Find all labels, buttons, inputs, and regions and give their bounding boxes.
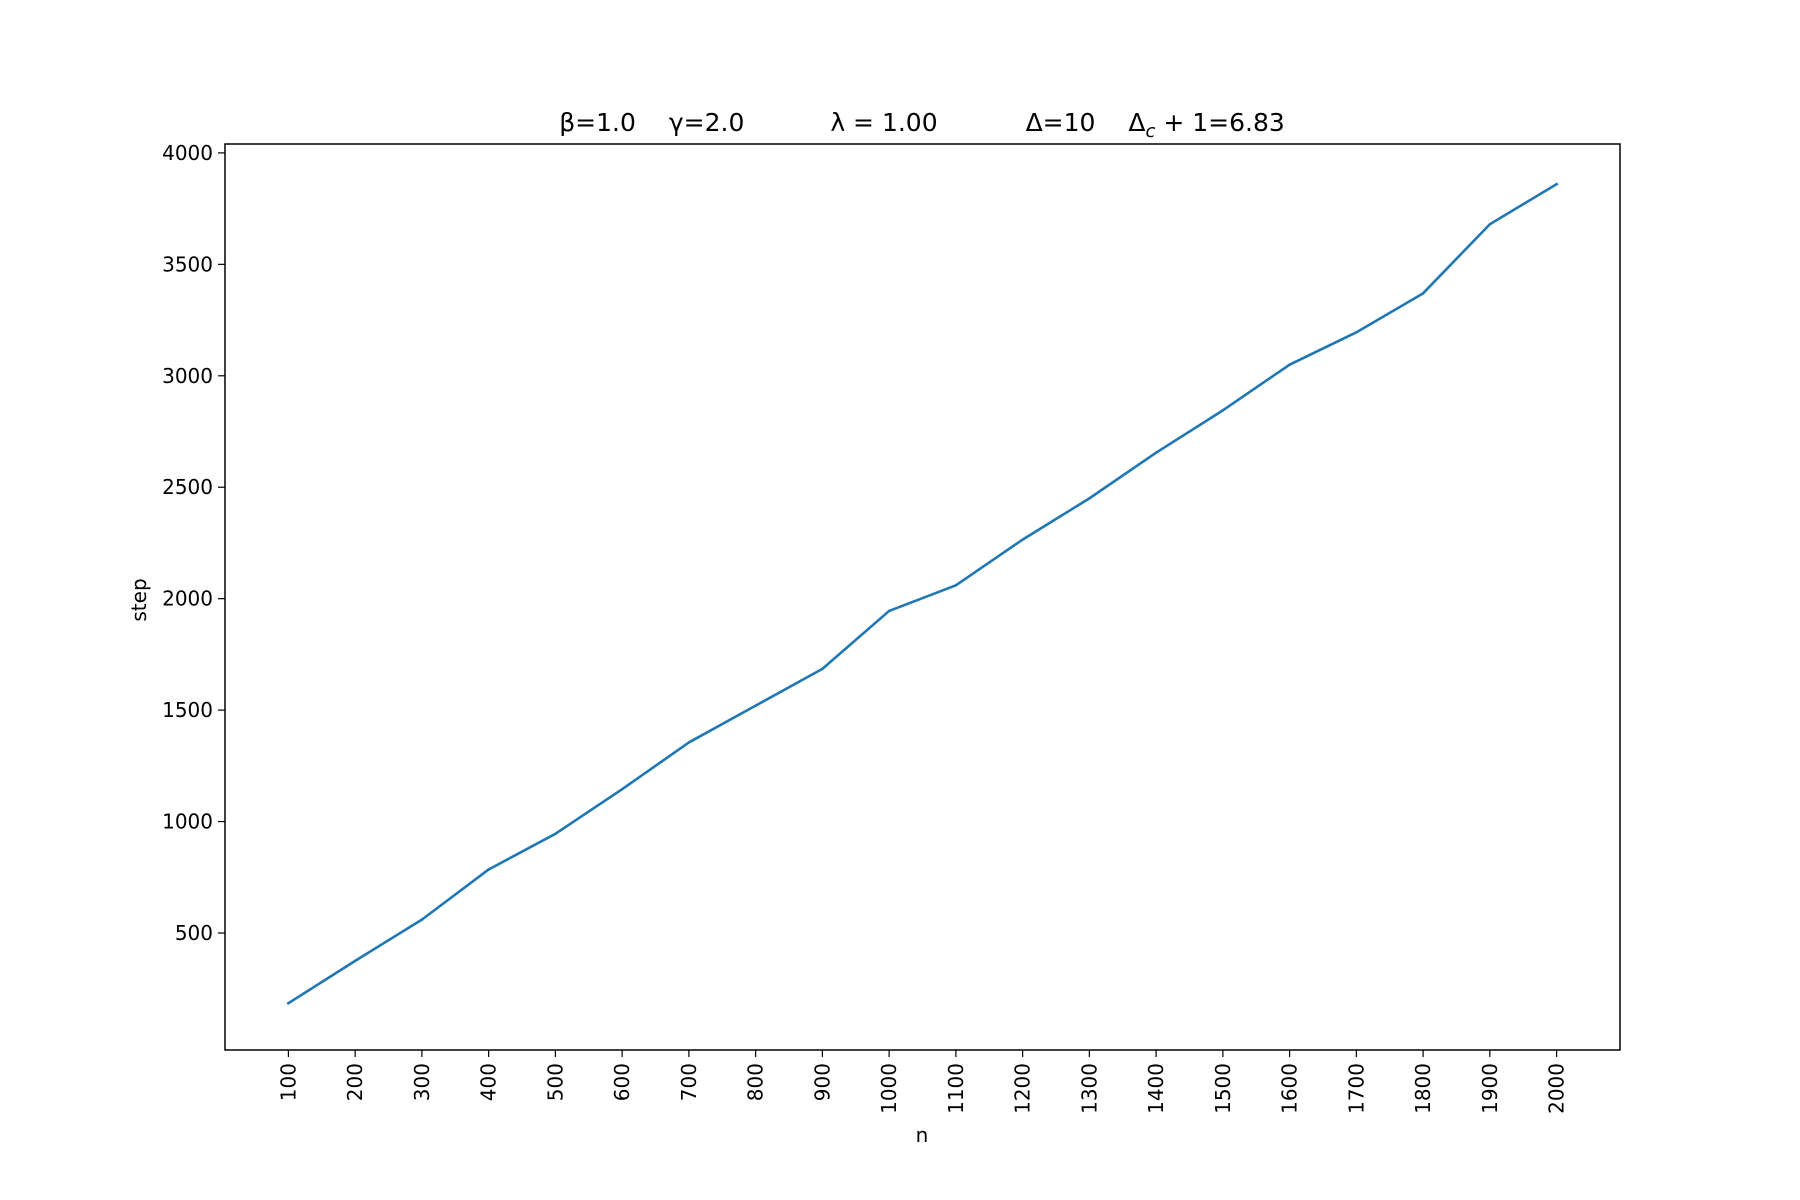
data-point: [954, 584, 958, 587]
title-beta: β=1.0: [559, 108, 636, 137]
y-tick-label: 1000: [162, 810, 213, 834]
y-tick-label: 2000: [162, 587, 213, 611]
title-lambda: λ = 1.00: [830, 108, 937, 137]
chart-title: β=1.0 γ=2.0 λ = 1.00 Δ=10 Δc + 1=6.83: [559, 108, 1285, 142]
data-point: [754, 704, 757, 707]
title-delta: Δ=10: [1026, 108, 1096, 137]
y-tick-label: 2500: [162, 475, 213, 499]
data-point: [1154, 451, 1158, 454]
x-tick-label: 1800: [1411, 1063, 1435, 1114]
x-tick-label: 900: [810, 1063, 834, 1101]
title-delta-c-value: + 1=6.83: [1155, 108, 1284, 137]
series-layer: [286, 182, 1559, 1005]
data-point: [1421, 292, 1425, 295]
data-point: [1488, 222, 1492, 226]
data-point: [620, 787, 624, 791]
x-tick-label: 1700: [1344, 1063, 1368, 1114]
x-axis-label: n: [916, 1123, 929, 1147]
y-axis-label: step: [127, 578, 151, 621]
series-line: [286, 182, 1559, 1005]
y-tick-label: 3000: [162, 364, 213, 388]
x-tick-label: 600: [610, 1063, 634, 1101]
title-delta-c-subscript: c: [1146, 121, 1156, 142]
x-tick-label: 200: [343, 1063, 367, 1101]
y-tick-label: 4000: [162, 141, 213, 165]
x-tick-label: 100: [276, 1063, 300, 1101]
data-point: [487, 868, 490, 871]
x-tick-label: 1300: [1077, 1063, 1101, 1114]
data-point: [1355, 331, 1358, 334]
x-tick-label: 700: [677, 1063, 701, 1101]
y-axis: 500 1000 1500 2000 2500 3000 3500 4000: [162, 141, 225, 945]
x-tick-label: 1400: [1144, 1063, 1168, 1114]
data-point: [821, 667, 824, 671]
x-tick-label: 1200: [1011, 1063, 1035, 1114]
x-tick-label: 300: [410, 1063, 434, 1101]
x-tick-label: 1500: [1211, 1063, 1235, 1114]
data-point: [1288, 363, 1291, 366]
x-tick-label: 2000: [1545, 1063, 1569, 1114]
x-tick-label: 1000: [877, 1063, 901, 1114]
x-tick-label: 500: [543, 1063, 567, 1101]
data-point: [687, 741, 691, 744]
x-tick-label: 1900: [1478, 1063, 1502, 1114]
title-delta-c: Δ: [1128, 108, 1145, 137]
x-tick-label: 800: [744, 1063, 768, 1101]
data-point: [1088, 497, 1091, 500]
data-point: [1221, 409, 1225, 412]
title-gamma: γ=2.0: [669, 108, 745, 137]
x-tick-label: 1600: [1278, 1063, 1302, 1114]
x-axis: 100 200 300 400 500 600 700 800 900 1000 1100 1200 1…: [276, 1050, 1569, 1114]
data-point: [353, 959, 357, 963]
data-point: [287, 1001, 290, 1005]
data-point: [420, 918, 424, 921]
y-tick-label: 1500: [162, 698, 213, 722]
x-tick-label: 1100: [944, 1063, 968, 1114]
x-tick-label: 400: [477, 1063, 501, 1101]
data-point: [887, 609, 891, 613]
y-tick-label: 3500: [162, 252, 213, 276]
data-point: [1555, 182, 1558, 186]
data-point: [1021, 538, 1024, 541]
y-tick-label: 500: [175, 921, 213, 945]
data-point: [554, 832, 557, 836]
